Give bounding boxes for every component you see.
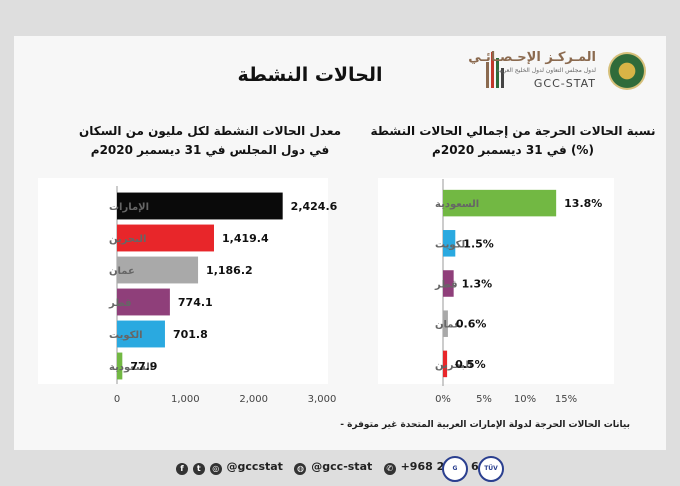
chart-1-category-label-2: قطر — [434, 280, 458, 291]
footer: f t ◎ @gccstat ◍ @gcc-stat ✆ +968 2434 6… — [0, 452, 680, 486]
chart-1-category-label-4: البحرين — [435, 360, 472, 371]
chart-1-value-label-0: 13.8% — [564, 197, 602, 210]
chart-0-category-label-0: الإمارات — [109, 202, 149, 213]
chart-1-value-label-3: 0.6% — [456, 318, 487, 331]
chart-0-category-label-1: البحرين — [109, 234, 146, 245]
chart-0-bar-3 — [117, 288, 170, 316]
tuv-badge-icon: TÜV — [478, 456, 504, 482]
logo-subtitle: لدول مجلس التعاون لدول الخليج العربية — [496, 67, 597, 74]
right-chart-title: نسبة الحالات الحرجة من إجمالي الحالات ال… — [370, 122, 656, 160]
chart-1-category-label-3: عمان — [435, 320, 461, 331]
chart-1-value-label-4: 0.5% — [455, 358, 486, 371]
chart-1-bar-0 — [443, 189, 557, 217]
handle-text[interactable]: @gccstat — [226, 460, 283, 473]
logo-bars-icon — [486, 48, 504, 88]
logo-arabic: المـركـز الإحـصـائـي — [468, 50, 596, 65]
chart-0: الإمارات 2,424.6 البحرين 1,419.4 عمان 1,186.2… — [108, 186, 338, 405]
left-chart-title-line-1: معدل الحالات النشطة لكل مليون من السكان — [78, 124, 342, 138]
web-text[interactable]: @gcc-stat — [311, 460, 373, 473]
chart-0-category-label-5: السعودية — [109, 362, 153, 373]
chart-1-category-label-0: السعودية — [435, 199, 479, 210]
chart-0-value-label-0: 2,424.6 — [291, 200, 338, 213]
chart-1-bar-2 — [443, 270, 454, 297]
logo-english: GCC-STAT — [533, 77, 596, 90]
chart-0-bar-4 — [117, 320, 165, 348]
twitter-icon[interactable]: t — [192, 463, 205, 475]
chart-1-tick-label-3: 15% — [555, 394, 577, 405]
chart-1-tick-label-0: 0% — [435, 394, 451, 405]
gcc-stat-logo: المـركـز الإحـصـائـي لدول مجلس التعاون ل… — [464, 48, 654, 94]
chart-0-category-label-2: عمان — [109, 266, 135, 277]
chart-0-value-label-1: 1,419.4 — [222, 232, 269, 245]
certification-badge-icon: G — [442, 456, 468, 482]
page-title: الحالات النشطة — [237, 64, 383, 86]
chart-1-bar-1 — [443, 230, 456, 257]
chart-0-value-label-5: 77.9 — [130, 360, 157, 373]
chart-0-tick-label-1: 1,000 — [171, 394, 200, 405]
chart-1-tick-label-2: 10% — [514, 394, 536, 405]
left-chart-title: معدل الحالات النشطة لكل مليون من السكان … — [70, 122, 350, 160]
chart-0-tick-label-2: 2,000 — [239, 394, 268, 405]
chart-1-value-label-1: 1.5% — [463, 237, 494, 250]
chart-0-bar-2 — [117, 256, 199, 284]
globe-icon[interactable]: ◍ — [294, 463, 307, 475]
chart-1-category-label-1: الكويت — [435, 239, 469, 250]
chart-0-value-label-2: 1,186.2 — [206, 264, 253, 277]
instagram-icon[interactable]: ◎ — [209, 463, 222, 475]
chart-1-tick-label-1: 5% — [476, 394, 492, 405]
chart-0-bar-1 — [117, 224, 214, 252]
chart-0-category-label-4: الكويت — [109, 330, 143, 341]
facebook-icon[interactable]: f — [176, 463, 188, 475]
right-chart-title-line-2: (%) في 31 ديسمبر 2020م — [432, 143, 594, 157]
chart-1-bar-4 — [443, 350, 448, 378]
chart-0-bar-0 — [117, 192, 283, 220]
footnote: بيانات الحالات الحرجة لدولة الإمارات الع… — [340, 420, 630, 430]
chart-0-tick-label-0: 0 — [114, 394, 120, 405]
right-chart-title-line-1: نسبة الحالات الحرجة من إجمالي الحالات ال… — [370, 124, 656, 138]
left-chart-title-line-2: في دول المجلس في 31 ديسمبر 2020م — [90, 143, 330, 157]
chart-0-tick-label-3: 3,000 — [308, 394, 337, 405]
chart-0-value-label-3: 774.1 — [178, 296, 213, 309]
chart-0-category-label-3: قطر — [108, 298, 132, 309]
chart-0-bar-5 — [117, 352, 123, 380]
whatsapp-icon[interactable]: ✆ — [383, 463, 396, 475]
chart-1-value-label-2: 1.3% — [462, 278, 493, 291]
gcc-seal-icon — [608, 52, 646, 90]
chart-0-value-label-4: 701.8 — [173, 328, 208, 341]
chart-1-bar-3 — [443, 310, 448, 337]
